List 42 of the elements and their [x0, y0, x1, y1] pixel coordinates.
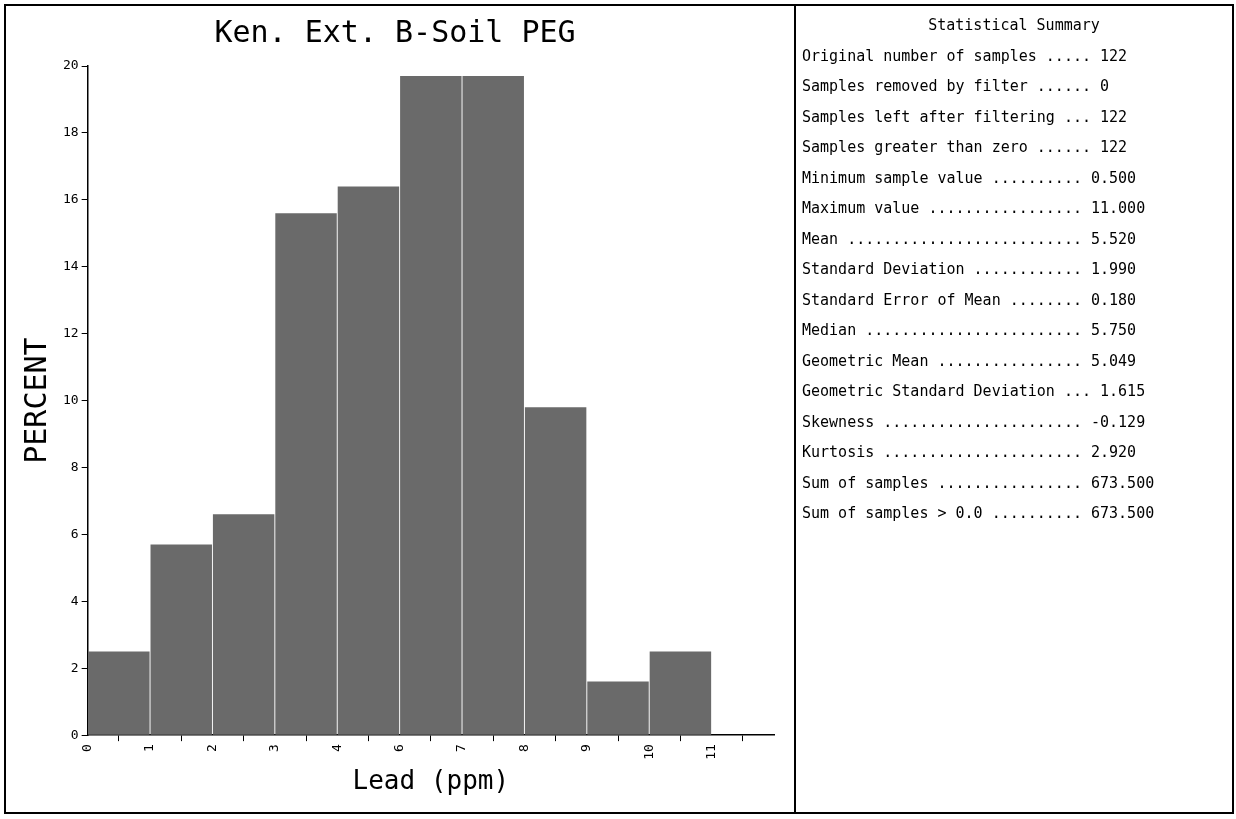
- y-tick-label: 20: [63, 57, 79, 73]
- text: Sum of samples > 0.0 .......... 673.500: [802, 503, 1156, 524]
- text: Skewness ...................... -0.129: [802, 411, 1147, 433]
- chart-title: Ken. Ext. B-Soil PEG: [214, 13, 576, 49]
- y-tick-label: 4: [70, 592, 79, 608]
- y-tick-label: 0: [70, 726, 79, 742]
- text: Samples removed by filter ...... 0: [802, 76, 1111, 97]
- y-tick-label: 14: [63, 258, 79, 274]
- text: Geometric Mean ................ 5.049: [802, 350, 1138, 372]
- x-tick-label: 7: [453, 744, 469, 752]
- y-tick-label: 6: [70, 525, 79, 541]
- text: Mean .......................... 5.520: [802, 228, 1138, 250]
- text: Original number of samples ..... 122: [802, 45, 1129, 67]
- text: Geometric Standard Deviation ... 1.615: [802, 381, 1147, 402]
- y-tick-label: 12: [63, 325, 79, 341]
- y-tick-label: 18: [63, 124, 79, 140]
- y-axis-title: PERCENT: [17, 337, 53, 464]
- text: Standard Error of Mean ........ 0.180: [802, 289, 1138, 311]
- text: Samples left after filtering ... 122: [802, 106, 1129, 128]
- x-tick-label: 8: [515, 744, 531, 752]
- x-tick-label: 2: [203, 744, 219, 752]
- y-tick-label: 10: [63, 391, 79, 407]
- text: Sum of samples ................ 673.500: [802, 472, 1156, 494]
- y-tick-label: 2: [70, 659, 79, 675]
- x-tick-label: 1: [141, 744, 157, 752]
- x-axis-title: Lead (ppm): [352, 765, 510, 796]
- text: Minimum sample value .......... 0.500: [802, 167, 1138, 189]
- x-tick-label: 0: [79, 744, 95, 752]
- text: Maximum value ................. 11.000: [802, 198, 1147, 219]
- x-tick-label: 4: [328, 743, 344, 752]
- text: Median ........................ 5.750: [802, 320, 1138, 341]
- text: Samples greater than zero ...... 122: [802, 137, 1129, 158]
- y-tick-label: 16: [63, 191, 79, 207]
- x-tick-label: 11: [702, 744, 718, 760]
- x-tick-label: 9: [578, 744, 594, 752]
- x-tick-label: 6: [391, 744, 406, 752]
- x-tick-label: 3: [266, 744, 282, 752]
- text: Standard Deviation ............ 1.990: [802, 259, 1138, 280]
- text: Kurtosis ...................... 2.920: [802, 442, 1138, 463]
- text: Statistical Summary: [927, 15, 1101, 36]
- y-tick-label: 8: [70, 458, 79, 474]
- x-tick-label: 10: [640, 744, 656, 760]
